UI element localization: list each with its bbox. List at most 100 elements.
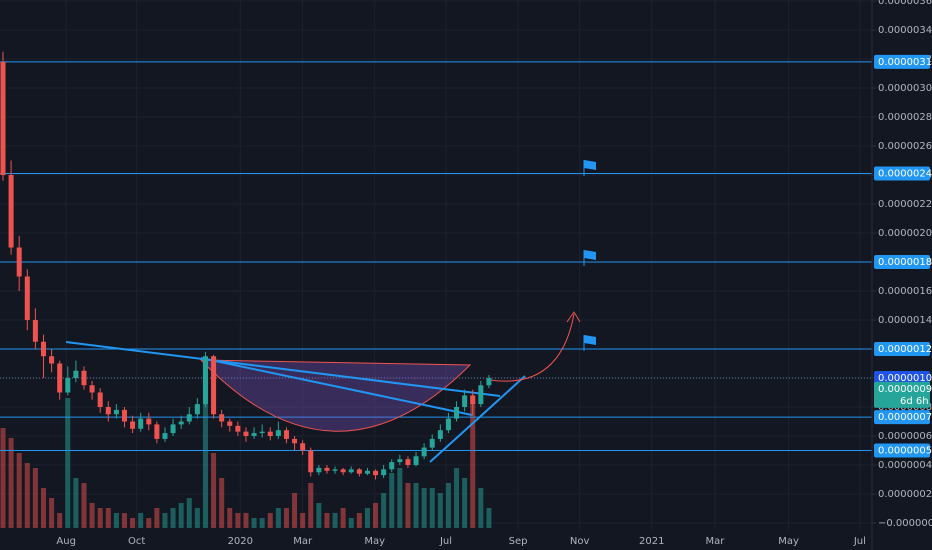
volume-bar [146, 518, 152, 528]
x-tick-label: Jul [439, 536, 452, 547]
candle-body [275, 430, 281, 436]
candle-body [364, 470, 370, 474]
volume-bar [486, 508, 492, 528]
volume-bar [49, 498, 55, 528]
candle-body [162, 433, 168, 439]
candle-body [170, 424, 176, 434]
volume-bar [356, 513, 362, 528]
volume-bar [0, 428, 6, 528]
level-label-bg [874, 54, 930, 69]
candle-body [259, 431, 265, 434]
last-price-bg [874, 371, 930, 386]
candle-body [235, 425, 241, 432]
volume-bar [105, 508, 111, 528]
volume-bar [186, 498, 192, 528]
candle-body [146, 418, 152, 425]
candle-body [57, 363, 63, 393]
y-tick-label: −0.00000000 [878, 518, 932, 529]
volume-bar [454, 468, 460, 528]
volume-bar [24, 463, 30, 528]
volume-bar [40, 488, 47, 528]
volume-bar [162, 513, 168, 528]
candle-body [462, 395, 468, 408]
cup-pattern [199, 359, 472, 432]
candle-body [429, 438, 435, 448]
volume-bar [170, 508, 176, 528]
candle-body [138, 418, 144, 429]
flag [583, 335, 596, 351]
candle-body [486, 378, 492, 386]
volume-bar [470, 398, 476, 528]
volume-bar [308, 483, 314, 528]
candle-body [445, 418, 451, 431]
volume-bar [437, 493, 443, 528]
volume-bar [389, 473, 395, 528]
volume-bar [130, 518, 136, 528]
candles-layer [0, 51, 492, 480]
y-tick-label: 0.00000020 [878, 489, 932, 500]
candle-body [243, 431, 249, 436]
trend-line [200, 357, 473, 416]
candle-body [251, 433, 257, 436]
candle-body [32, 320, 38, 342]
volume-bar [138, 513, 144, 528]
x-tick-label: 2021 [639, 536, 664, 547]
volume-bar [413, 483, 419, 528]
volume-bar [292, 493, 298, 528]
candle-body [421, 447, 427, 457]
volume-bar [121, 513, 127, 528]
volume-bar [154, 508, 160, 528]
volume-bar [381, 493, 387, 528]
candle-body [219, 414, 225, 422]
volume-bar [194, 508, 200, 528]
x-tick-label: May [778, 536, 799, 547]
candle-body [202, 356, 208, 405]
candle-body [381, 469, 387, 476]
volume-bar [8, 438, 14, 528]
volume-bar [211, 453, 217, 528]
axis-layer: 0.000003600.000003400.000003200.00000300… [56, 0, 932, 547]
candle-body [389, 462, 395, 470]
candle-body [316, 467, 322, 473]
x-tick-label: Oct [128, 536, 145, 547]
level-label-bg [874, 255, 930, 270]
volume-bar [202, 403, 208, 528]
candle-body [49, 356, 55, 364]
volume-bar [57, 513, 63, 528]
candle-body [178, 421, 184, 425]
candle-body [24, 276, 30, 321]
volume-bar [445, 483, 451, 528]
volume-bar [421, 488, 427, 528]
volume-bar [267, 513, 273, 528]
candle-body [413, 456, 419, 465]
candle-body [454, 407, 460, 419]
volume-bar [364, 508, 370, 528]
volume-bar [73, 478, 79, 528]
volume-bar [462, 478, 468, 528]
volume-bar [316, 503, 322, 528]
volume-layer [0, 398, 492, 528]
volume-bar [219, 478, 225, 528]
volume-bar [243, 513, 249, 528]
x-tick-label: Mar [705, 536, 725, 547]
candle-body [356, 469, 362, 474]
x-tick-label: 2020 [228, 536, 253, 547]
candle-body [154, 424, 160, 439]
candle-body [470, 395, 476, 405]
volume-bar [332, 513, 338, 528]
volume-bar [259, 518, 265, 528]
volume-bar [32, 468, 38, 528]
volume-bar [324, 513, 330, 528]
level-label-bg [874, 342, 930, 357]
candle-body [324, 467, 330, 471]
candle-body [478, 385, 484, 405]
volume-bar [65, 398, 71, 528]
volume-bar [16, 453, 22, 528]
